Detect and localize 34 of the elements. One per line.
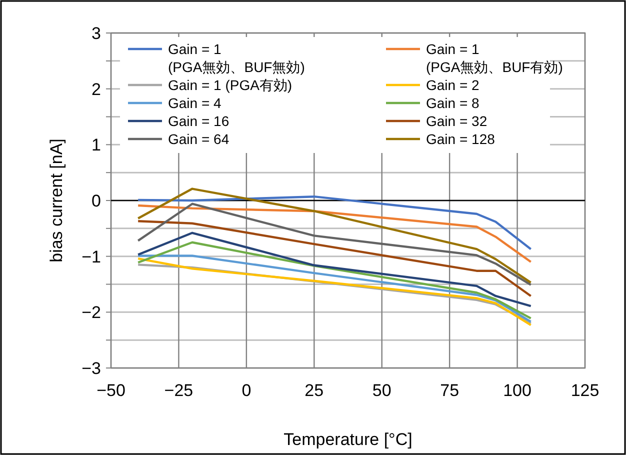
legend-label: Gain = 64	[168, 131, 230, 147]
legend-label: Gain = 32	[426, 113, 488, 129]
legend-label: Gain = 8	[426, 95, 480, 111]
x-tick-label: 25	[304, 381, 324, 400]
y-tick-label: 2	[92, 80, 101, 99]
legend-label: Gain = 1 (PGA無効、BUF無効)	[168, 41, 305, 75]
x-tick-label: 0	[242, 381, 252, 400]
legend-label: Gain = 2	[426, 77, 480, 93]
x-tick-label: 125	[570, 381, 600, 400]
y-tick-label: 1	[92, 136, 101, 155]
y-tick-label: −3	[82, 358, 101, 378]
y-axis-title: bias current [nA]	[47, 138, 66, 262]
legend-label: Gain = 1 (PGA有効)	[168, 77, 292, 93]
x-tick-label: 50	[372, 381, 392, 400]
legend-label: Gain = 4	[168, 95, 222, 111]
x-tick-label: 100	[503, 381, 532, 400]
line-series	[136, 202, 532, 286]
x-tick-label: −50	[96, 381, 126, 400]
line-series	[136, 241, 532, 320]
x-axis-title: Temperature [°C]	[284, 430, 412, 449]
line-series	[136, 195, 532, 250]
line-series	[136, 232, 532, 308]
x-tick-label: −25	[164, 381, 194, 400]
y-tick-label: 0	[92, 191, 101, 210]
legend-label: Gain = 16	[168, 113, 230, 129]
line-series	[136, 188, 532, 284]
y-tick-label: 3	[92, 24, 101, 43]
legend-label: Gain = 128	[426, 131, 496, 147]
y-tick-label: −2	[82, 303, 101, 322]
line-series	[136, 204, 532, 264]
legend-label: Gain = 1 (PGA無効、BUF有効)	[426, 41, 563, 75]
y-tick-label: −1	[82, 247, 101, 266]
line-series	[136, 220, 532, 298]
x-tick-label: 75	[440, 381, 460, 400]
